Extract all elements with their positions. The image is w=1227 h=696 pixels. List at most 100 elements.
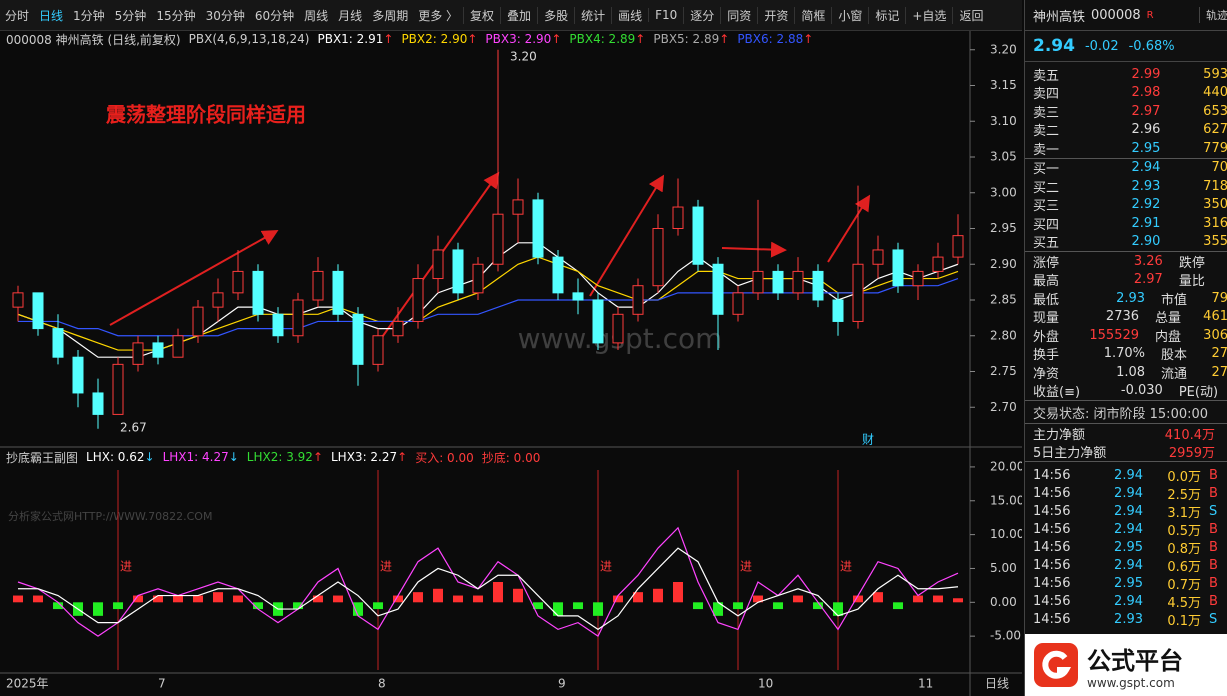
book-volume: 355 [1203, 234, 1227, 250]
period-tab[interactable]: 5分钟 [114, 8, 147, 23]
toolbar-button[interactable]: 统计 [574, 6, 611, 24]
candle-body [232, 270, 244, 294]
trade-volume: 2.5万 [1167, 487, 1201, 503]
toolbar-button[interactable]: 开资 [757, 6, 794, 24]
candle-body [552, 256, 564, 294]
period-tab[interactable]: 30分钟 [205, 8, 245, 23]
legend-item: LHX: 0.62↓ [86, 450, 155, 464]
period-tab[interactable]: 60分钟 [254, 8, 295, 23]
y-tick-label: 2.90 [990, 257, 1017, 271]
signal-label: 进 [120, 560, 132, 574]
toolbar-button[interactable]: F10 [648, 8, 683, 22]
legend-item: 买入: 0.00 [415, 449, 474, 466]
toolbar-button[interactable]: 多股 [537, 6, 574, 24]
status: 交易状态: 闭市阶段 15:00:00 [1025, 400, 1227, 423]
quote-panel: 神州高铁 000008 R 轨迹 2.94 -0.02 -0.68% 卖五 2.9… [1024, 0, 1227, 696]
trend-arrows [109, 171, 871, 341]
book-label: 卖二 [1033, 124, 1060, 140]
legend-item: PBX1: 2.91↑ [317, 32, 393, 46]
price: 2.94 [1033, 36, 1075, 56]
period-tab[interactable]: 日线 [39, 8, 64, 23]
trade-volume: 0.6万 [1167, 559, 1201, 575]
legend-arrow: ↑ [803, 32, 814, 46]
trade-price: 2.94 [1114, 467, 1143, 483]
toolbar-button[interactable]: 标记 [868, 6, 905, 24]
y-tick-label: 3.15 [990, 78, 1017, 92]
toolbar-button[interactable]: 同资 [720, 6, 757, 24]
book-price: 2.91 [1131, 215, 1161, 231]
stat-cell: 跌停 [1178, 255, 1205, 271]
period-tab[interactable]: 多周期 [372, 8, 409, 23]
legend-item: LHX2: 3.92↑ [247, 450, 323, 464]
trade-volume: 3.1万 [1167, 505, 1201, 521]
toolbar-button[interactable]: 逐分 [683, 6, 720, 24]
legend-item: PBX2: 2.90↑ [401, 32, 477, 46]
candle-body [152, 342, 164, 358]
legend-label: 抄底: 0.00 [481, 450, 541, 465]
period-tab[interactable]: 分时 [5, 8, 30, 23]
flow-value: 410.4万 [1164, 427, 1215, 443]
toolbar-button[interactable]: 叠加 [500, 6, 537, 24]
toolbar-button[interactable]: 复权 [463, 6, 500, 24]
trade-price: 2.93 [1114, 611, 1143, 627]
period-tab[interactable]: 15分钟 [156, 8, 196, 23]
histogram-bar [533, 602, 543, 610]
candle-body [172, 335, 184, 358]
histogram-bar [833, 602, 843, 616]
trade-row: 14:56 2.93 0.1万 S [1025, 610, 1227, 629]
stock-label: 000008 神州高铁 (日线,前复权) [6, 32, 181, 47]
badge: R [1146, 9, 1154, 21]
candle-body [12, 292, 24, 308]
toolbar-button[interactable]: 简框 [794, 6, 831, 24]
candle-body [692, 206, 704, 265]
candle-body [832, 299, 844, 322]
trade-side: B [1209, 521, 1218, 537]
flow-value: 2959万 [1168, 446, 1215, 462]
histogram-bar [493, 582, 503, 603]
y-tick-label: 2.85 [990, 293, 1017, 307]
histogram-bar [613, 595, 623, 603]
period-tab[interactable]: 更多 〉 [418, 8, 459, 23]
book-label: 买四 [1033, 217, 1060, 233]
toolbar-button[interactable]: 返回 [952, 6, 989, 24]
legend-label: PBX1: 2.91 [317, 32, 384, 46]
high-label: 3.20 [510, 50, 537, 64]
candle-body [812, 270, 824, 301]
stat-cell: 外盘 [1033, 329, 1060, 345]
y-tick-label: 2.95 [990, 221, 1017, 235]
annotation: 震荡整理阶段同样适用 [106, 103, 306, 127]
stat-row: 换手 1.70% 股本 27 [1025, 345, 1227, 363]
book-label: 卖三 [1033, 105, 1060, 121]
period-tab[interactable]: 周线 [304, 8, 329, 23]
trade-time: 14:56 [1033, 557, 1071, 573]
legend-label: PBX2: 2.90 [401, 32, 468, 46]
stat-cell: 306 [1203, 327, 1227, 343]
histogram-bar [333, 595, 343, 603]
candle-body [112, 363, 124, 415]
book-volume: 627 [1203, 122, 1227, 138]
candle-body [132, 342, 144, 365]
trade-side: B [1209, 557, 1218, 573]
book-price: 2.94 [1131, 160, 1161, 176]
trade-row: 14:56 2.94 3.1万 S [1025, 502, 1227, 521]
stat-cell: 2.93 [1116, 290, 1146, 306]
histogram-bar [813, 602, 823, 610]
trade-side: B [1209, 539, 1218, 555]
legend-item: PBX5: 2.89↑ [653, 32, 729, 46]
toolbar-button[interactable]: 小窗 [831, 6, 868, 24]
histogram-bar [473, 595, 483, 603]
toolbar-button[interactable]: 画线 [611, 6, 648, 24]
book-row: 卖一 2.95 779 [1025, 139, 1227, 158]
period-tab[interactable]: 月线 [338, 8, 363, 23]
marker: 财 [862, 433, 874, 447]
book-row: 买五 2.90 355 [1025, 233, 1227, 251]
book-row: 买四 2.91 316 [1025, 214, 1227, 233]
book-volume: 440 [1203, 85, 1227, 101]
legend-arrow: ↑ [635, 32, 646, 46]
side-tab[interactable]: 轨迹 [1199, 7, 1227, 23]
period-tab[interactable]: 1分钟 [73, 8, 105, 23]
stat-cell: 79 [1211, 290, 1227, 306]
histogram-bar [453, 595, 463, 603]
toolbar-button[interactable]: +自选 [905, 6, 952, 24]
book-label: 卖五 [1033, 68, 1060, 84]
